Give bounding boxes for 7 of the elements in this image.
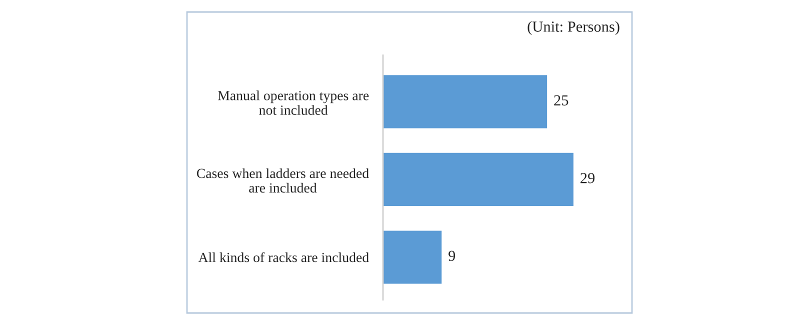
- y-tick-label: Cases when ladders are needed are included: [196, 168, 369, 193]
- y-tick-label: All kinds of racks are included: [198, 252, 369, 262]
- y-tick-label: Manual operation types are not included: [218, 90, 369, 115]
- data-label: 29: [580, 173, 595, 184]
- text: (Unit: Persons): [528, 21, 620, 35]
- data-label: 25: [554, 95, 568, 106]
- data-label: 9: [448, 250, 456, 262]
